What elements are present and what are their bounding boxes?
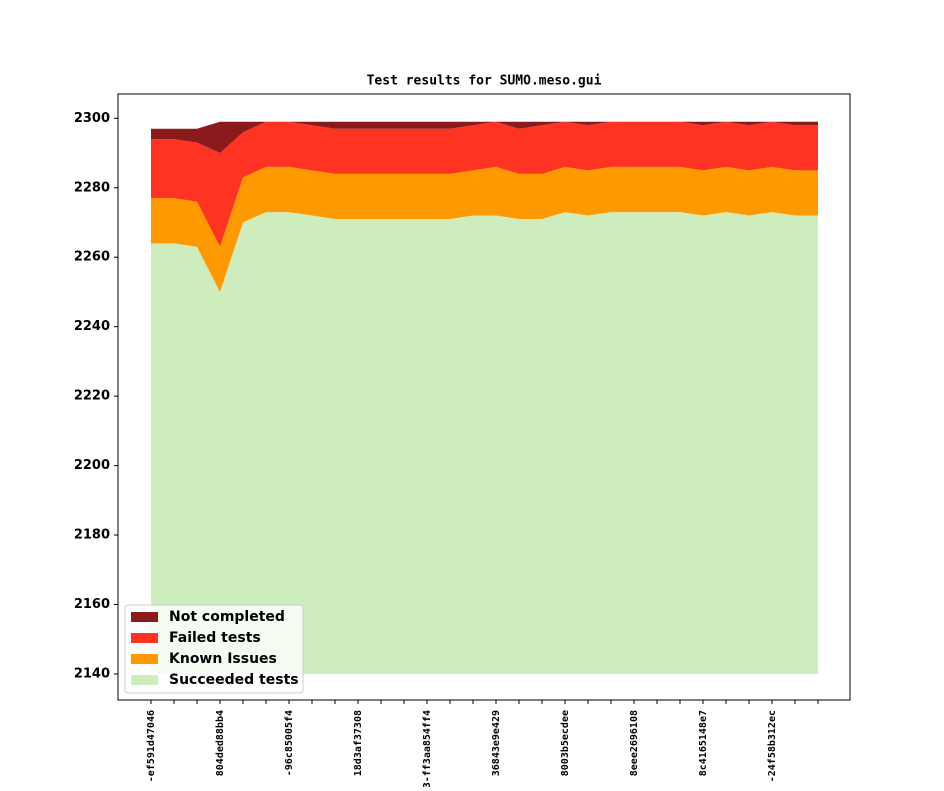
y-tick-label: 2220 [74,389,110,404]
legend-swatch [131,675,158,685]
x-tick-label: -ef591d47046 [146,710,157,782]
area [151,121,818,247]
legend: Not completed Failed tests Known Issues Suc… [124,604,304,694]
legend-label: Failed tests [169,630,261,646]
y-tick-label: 2160 [74,597,110,612]
y-tick-label: 2180 [74,528,110,543]
y-tick-label: 2240 [74,319,110,334]
y-tick-label: 2200 [74,458,110,473]
legend-label: Known Issues [169,651,277,667]
plot-frame [117,93,851,701]
area [151,121,818,154]
legend-swatch [131,633,158,643]
x-tick-label: 8c4165148e7 [698,710,709,776]
y-tick-label: 2280 [74,180,110,195]
y-tick-label: 2300 [74,111,110,126]
area [151,212,818,674]
x-tick-label: -96c85005f4 [284,710,295,776]
y-tick-label: 2140 [74,666,110,681]
chart-title: Test results for SUMO.meso.gui [367,74,602,89]
x-tick-label: 8003b5ecdee [560,710,571,776]
legend-swatch [131,654,158,664]
x-tick-label: 18d3af37308 [353,710,364,776]
x-tick-label: 804ded88bb4 [215,710,226,776]
x-tick-label: 36843e9e429 [491,710,502,776]
y-tick-label: 2260 [74,250,110,265]
legend-label: Succeeded tests [169,672,299,688]
area [151,166,818,292]
legend-swatch [131,612,158,622]
x-tick-label: 3-ff3aa854ff4 [422,710,433,787]
x-tick-label: 8eee2696108 [629,710,640,776]
x-tick-label: -24f58b312ec [767,710,778,782]
legend-frame [124,604,304,694]
legend-label: Not completed [169,609,285,625]
